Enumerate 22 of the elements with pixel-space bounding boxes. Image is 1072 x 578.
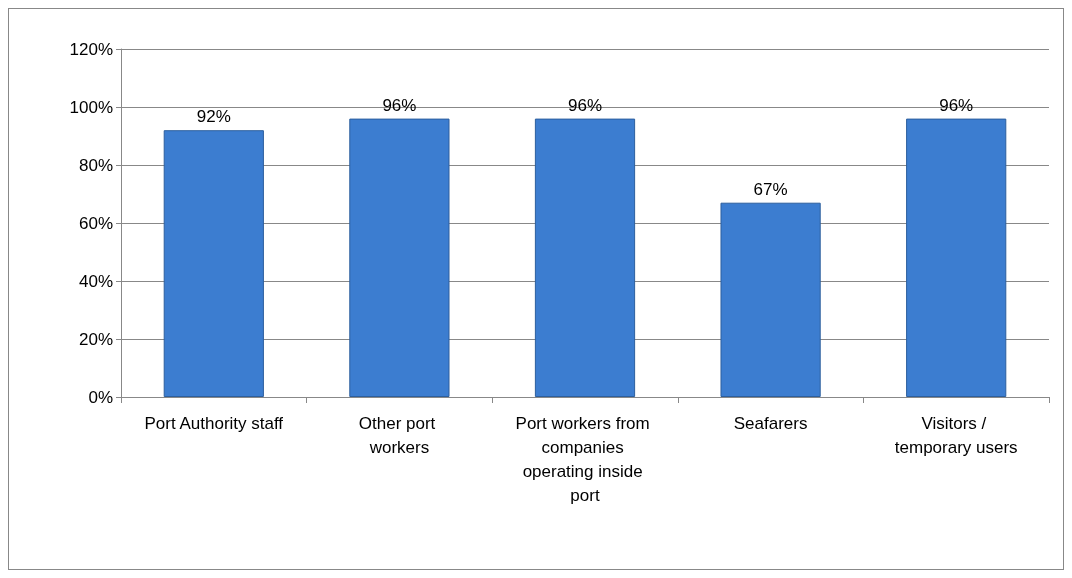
y-tick-label: 80% [78,155,113,175]
data-label: 96% [939,95,974,115]
x-tick-label: Port Authority staff [144,413,284,433]
bar [349,118,450,397]
y-tick-label: 0% [88,387,113,407]
bar [720,202,821,397]
y-tick-label: 20% [78,329,113,349]
y-tick-label: 120% [69,39,113,59]
y-tick-label: 60% [78,213,113,233]
bar [534,118,636,397]
bar [163,130,264,397]
y-tick-label: 40% [78,271,113,291]
data-label: 96% [382,95,417,115]
data-label: 92% [196,107,231,127]
data-label: 96% [567,95,603,115]
y-tick-label: 100% [69,97,113,117]
data-label: 67% [753,179,788,199]
bar [906,118,1007,397]
x-tick-label: Port workers from companies operating inside port [515,413,655,505]
x-tick-label: Visitors / temporary users [894,413,1018,457]
x-tick-label: Other port workers [358,413,441,457]
x-tick-label: Seafarers [733,413,808,433]
